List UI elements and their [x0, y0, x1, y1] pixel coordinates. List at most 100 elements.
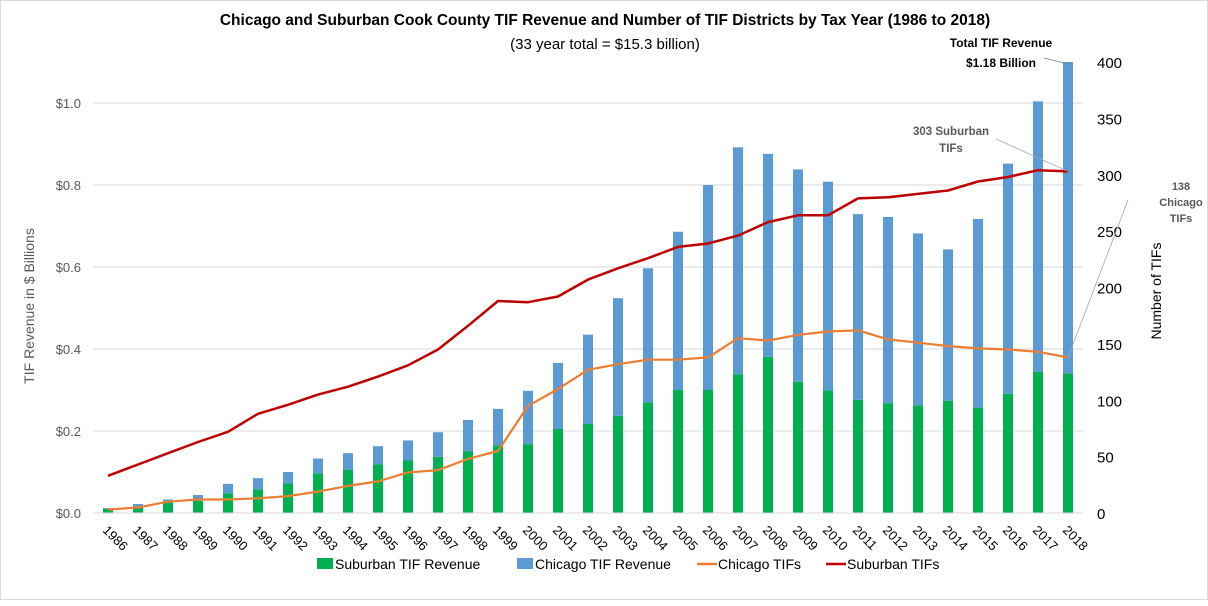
bar-chicago-revenue: [343, 453, 353, 470]
annotation-chicago-tifs: TIFs: [1170, 213, 1193, 225]
x-tick-label: 1992: [280, 523, 311, 554]
bar-chicago-revenue: [703, 185, 713, 390]
bar-chicago-revenue: [793, 169, 803, 382]
legend-label: Chicago TIFs: [718, 556, 801, 572]
x-tick-label: 2004: [640, 523, 671, 554]
legend-swatch: [317, 558, 333, 569]
annotation-leader-line: [1067, 199, 1129, 358]
x-tick-label: 2017: [1030, 523, 1061, 554]
bar-chicago-revenue: [643, 268, 653, 403]
bar-chicago-revenue: [973, 219, 983, 408]
x-tick-label: 2012: [880, 523, 911, 554]
y-tick-label: $0.2: [56, 424, 81, 439]
annotation-leader-line: [995, 138, 1069, 172]
x-tick-label: 1996: [400, 523, 431, 554]
bar-suburban-revenue: [433, 456, 443, 513]
bar-suburban-revenue: [823, 390, 833, 513]
y2-tick-label: 100: [1097, 393, 1122, 410]
bar-suburban-revenue: [313, 473, 323, 513]
x-axis: 1986198719881989199019911992199319941995…: [93, 512, 1091, 554]
x-tick-label: 1997: [430, 523, 461, 554]
x-tick-label: 2014: [940, 523, 971, 554]
x-tick-label: 1995: [370, 523, 401, 554]
bar-chicago-revenue: [433, 432, 443, 457]
x-tick-label: 1993: [310, 523, 341, 554]
x-tick-label: 1990: [220, 523, 251, 554]
bar-chicago-revenue: [763, 153, 773, 357]
bar-chicago-revenue: [943, 249, 953, 401]
chart-title: Chicago and Suburban Cook County TIF Rev…: [220, 12, 990, 29]
bar-suburban-revenue: [1033, 371, 1043, 513]
y-tick-label: $0.6: [56, 260, 81, 275]
x-tick-label: 2001: [550, 523, 581, 554]
bar-chicago-revenue: [523, 390, 533, 445]
x-tick-label: 2009: [790, 523, 821, 554]
annotation-total-revenue: $1.18 Billion: [966, 56, 1036, 70]
lines: [107, 168, 1069, 511]
x-tick-label: 2008: [760, 523, 791, 554]
x-tick-label: 2013: [910, 523, 941, 554]
y2-tick-label: 400: [1097, 55, 1122, 72]
bar-suburban-revenue: [373, 464, 383, 513]
bar-suburban-revenue: [853, 399, 863, 513]
legend: Suburban TIF Revenue Chicago TIF Revenue C…: [317, 556, 939, 572]
x-tick-label: 1998: [460, 523, 491, 554]
x-tick-label: 2002: [580, 523, 611, 554]
y2-tick-label: 150: [1097, 337, 1122, 354]
chart-subtitle: (33 year total = $15.3 billion): [510, 36, 700, 53]
bar-chicago-revenue: [853, 214, 863, 400]
bar-chicago-revenue: [1063, 62, 1073, 374]
bar-suburban-revenue: [943, 400, 953, 513]
x-tick-label: 1988: [160, 523, 191, 554]
bar-suburban-revenue: [463, 451, 473, 513]
x-tick-label: 2010: [820, 523, 851, 554]
bar-suburban-revenue: [1063, 373, 1073, 513]
bar-chicago-revenue: [493, 408, 503, 446]
bar-suburban-revenue: [613, 415, 623, 513]
x-tick-label: 1999: [490, 523, 521, 554]
x-tick-label: 2006: [700, 523, 731, 554]
annotations: Total TIF Revenue $1.18 Billion 303 Suburb…: [913, 36, 1203, 358]
y-axis-label: TIF Revenue in $ Billions: [21, 228, 37, 384]
bars: [103, 62, 1073, 513]
bar-chicago-revenue: [373, 446, 383, 465]
bar-suburban-revenue: [973, 407, 983, 513]
legend-label: Chicago TIF Revenue: [535, 556, 671, 572]
bar-chicago-revenue: [283, 472, 293, 484]
legend-label: Suburban TIF Revenue: [335, 556, 480, 572]
bar-chicago-revenue: [403, 440, 413, 461]
bar-chicago-revenue: [313, 458, 323, 474]
x-tick-label: 1991: [250, 523, 281, 554]
bar-chicago-revenue: [1003, 163, 1013, 394]
bar-chicago-revenue: [223, 483, 233, 494]
x-tick-label: 2015: [970, 523, 1001, 554]
annotation-chicago-tifs: Chicago: [1159, 197, 1203, 209]
y2-tick-label: 0: [1097, 506, 1105, 523]
bar-suburban-revenue: [583, 423, 593, 513]
line-suburban-tifs: [107, 168, 1069, 477]
bar-suburban-revenue: [913, 405, 923, 513]
line-chicago-tifs: [107, 329, 1069, 511]
bar-suburban-revenue: [253, 489, 263, 513]
y-tick-label: $1.0: [56, 96, 81, 111]
bar-chicago-revenue: [1033, 101, 1043, 372]
y2-tick-label: 350: [1097, 111, 1122, 128]
bar-chicago-revenue: [823, 181, 833, 391]
bar-suburban-revenue: [523, 444, 533, 513]
bar-chicago-revenue: [253, 478, 263, 490]
y2-tick-label: 200: [1097, 281, 1122, 298]
x-tick-label: 1989: [190, 523, 221, 554]
bar-suburban-revenue: [283, 483, 293, 513]
bar-suburban-revenue: [193, 500, 203, 513]
x-tick-label: 1986: [100, 523, 131, 554]
x-tick-label: 2018: [1060, 523, 1091, 554]
bar-chicago-revenue: [583, 334, 593, 424]
bar-chicago-revenue: [103, 508, 113, 509]
annotation-total-revenue: Total TIF Revenue: [950, 36, 1053, 50]
bar-suburban-revenue: [223, 493, 233, 513]
bar-chicago-revenue: [463, 419, 473, 452]
y-tick-label: $0.0: [56, 506, 81, 521]
annotation-suburban-tifs: 303 Suburban: [913, 126, 989, 138]
